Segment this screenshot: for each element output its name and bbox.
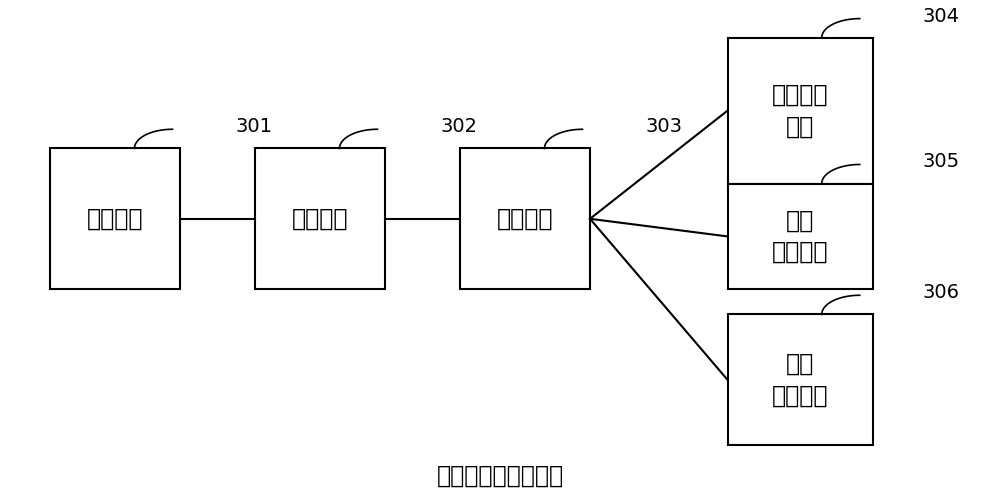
FancyBboxPatch shape [460,148,590,289]
Text: 第二
控制单元: 第二 控制单元 [772,209,828,264]
Text: 运算单元: 运算单元 [292,207,348,231]
Text: 存取款机的调整装置: 存取款机的调整装置 [436,463,564,487]
Text: 303: 303 [646,117,683,136]
Text: 304: 304 [923,7,960,26]
FancyBboxPatch shape [728,314,872,445]
FancyBboxPatch shape [728,38,872,184]
FancyBboxPatch shape [255,148,385,289]
Text: 306: 306 [923,283,960,302]
Text: 302: 302 [440,117,478,136]
Text: 获取单元: 获取单元 [87,207,143,231]
Text: 第三
控制单元: 第三 控制单元 [772,352,828,407]
Text: 301: 301 [236,117,272,136]
Text: 对比单元: 对比单元 [497,207,553,231]
FancyBboxPatch shape [50,148,180,289]
Text: 305: 305 [923,152,960,172]
FancyBboxPatch shape [728,184,872,289]
Text: 第一控制
单元: 第一控制 单元 [772,83,828,138]
